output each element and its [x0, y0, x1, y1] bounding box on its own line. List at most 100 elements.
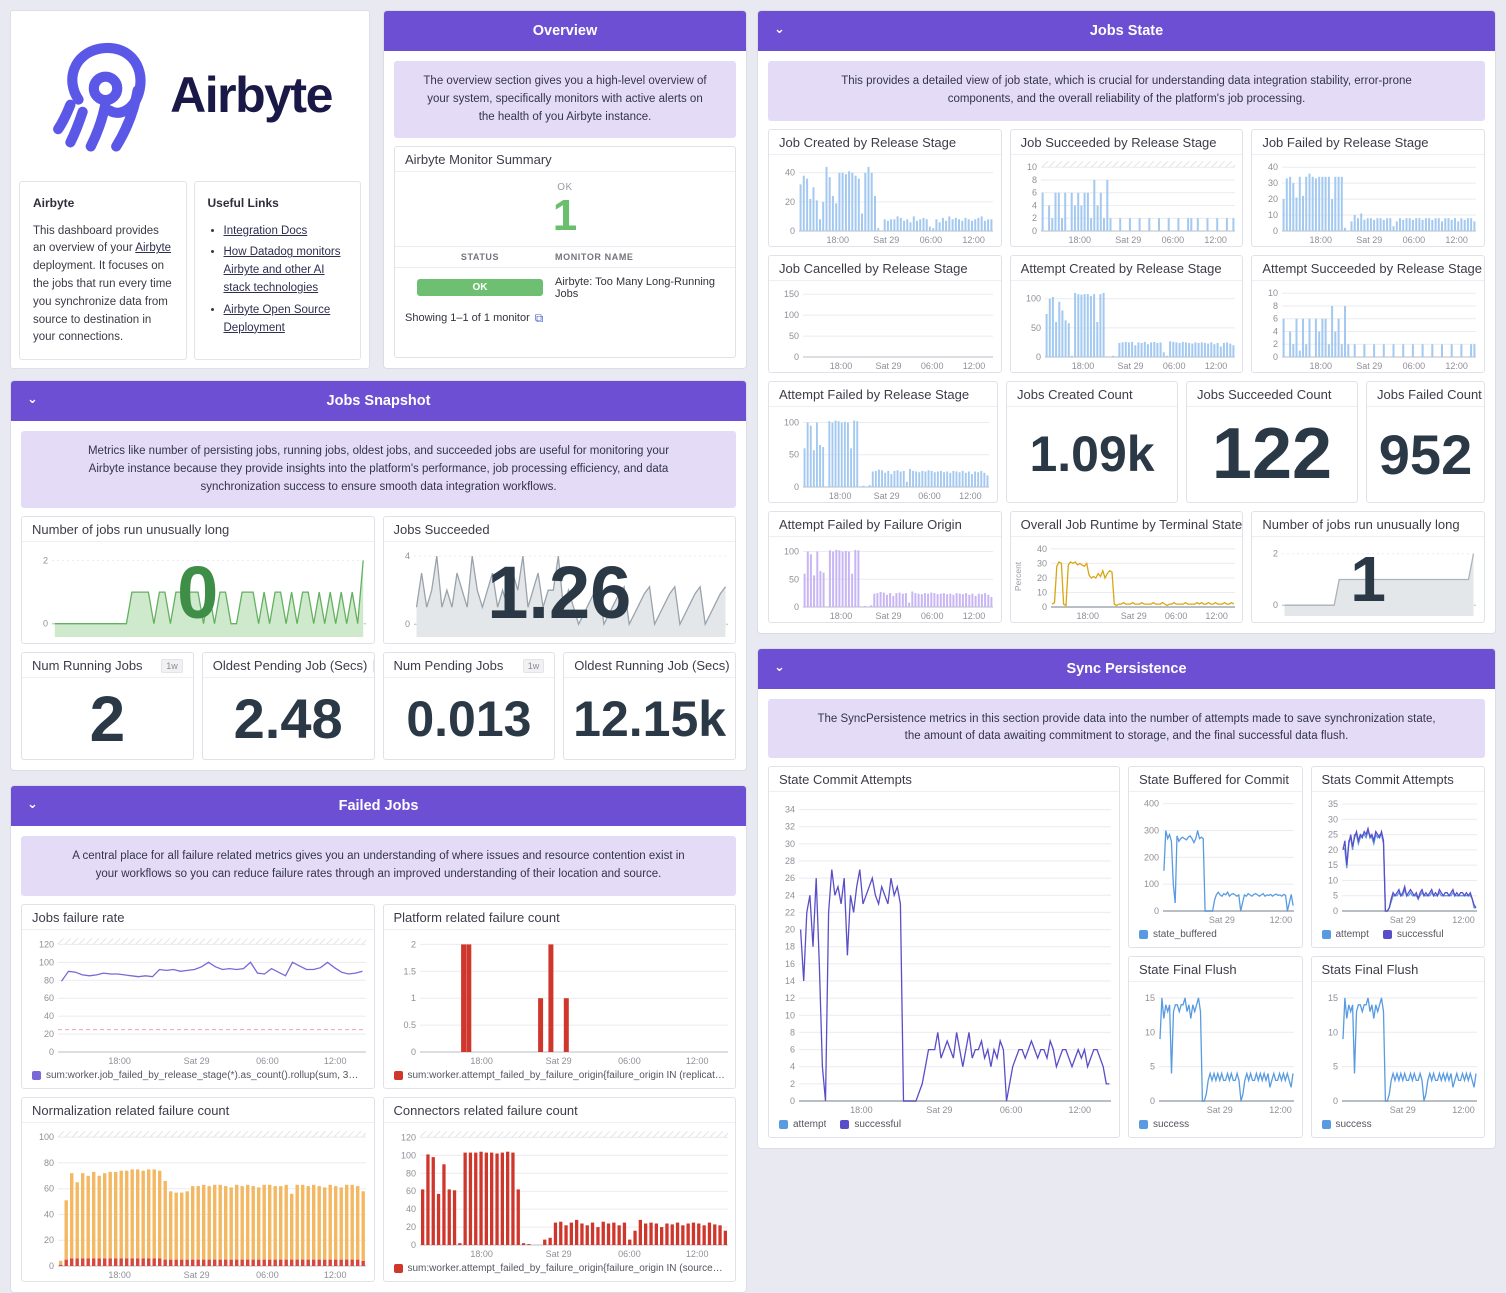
- failed-jobs-header[interactable]: ⌄ Failed Jobs: [11, 786, 746, 826]
- query-value: 1.09k: [1007, 407, 1177, 502]
- link-open-source-deployment[interactable]: Airbyte Open Source Deployment: [224, 304, 331, 334]
- airbyte-link[interactable]: Airbyte: [135, 242, 171, 254]
- widget-title: Attempt Failed by Failure Origin: [769, 512, 1001, 537]
- monitor-name[interactable]: Airbyte: Too Many Long-Running Jobs: [555, 276, 725, 300]
- svg-text:15: 15: [1327, 860, 1337, 870]
- chevron-down-icon[interactable]: ⌄: [27, 799, 39, 811]
- overview-header[interactable]: Overview: [384, 11, 746, 51]
- section-failed-jobs: ⌄ Failed Jobs A central place for all fa…: [10, 785, 747, 1293]
- query-value-oldest-running-job[interactable]: Oldest Running Job (Secs)1w 12.15k: [563, 652, 736, 760]
- widget-title: Job Created by Release Stage: [769, 130, 1001, 155]
- query-value-jobs-failed-count[interactable]: Jobs Failed Count 952: [1366, 381, 1485, 503]
- query-value-oldest-pending-job[interactable]: Oldest Pending Job (Secs)1w 2.48: [202, 652, 375, 760]
- link-integration-docs[interactable]: Integration Docs: [224, 225, 308, 237]
- monitor-footer: Showing 1–1 of 1 monitor ⧉: [395, 305, 735, 332]
- monitor-summary-widget[interactable]: Airbyte Monitor Summary OK 1 STATUS MONI…: [394, 146, 736, 358]
- chevron-down-icon[interactable]: ⌄: [774, 662, 786, 674]
- jobs-state-note: This provides a detailed view of job sta…: [768, 61, 1485, 121]
- svg-text:4: 4: [404, 552, 409, 562]
- svg-text:0: 0: [410, 1240, 415, 1250]
- svg-text:20: 20: [785, 925, 795, 935]
- svg-text:12:00: 12:00: [963, 361, 986, 371]
- jobs-snapshot-header[interactable]: ⌄ Jobs Snapshot: [11, 381, 746, 421]
- query-value-jobs-succeeded-count[interactable]: Jobs Succeeded Count 122: [1186, 381, 1358, 503]
- external-link-icon[interactable]: ⧉: [535, 311, 544, 326]
- legend-label: success: [1336, 1119, 1372, 1130]
- svg-text:18:00: 18:00: [470, 1249, 493, 1259]
- svg-text:80: 80: [44, 1158, 54, 1168]
- sync-persistence-header[interactable]: ⌄ Sync Persistence: [758, 649, 1495, 689]
- useful-links-title: Useful Links: [208, 194, 348, 213]
- svg-text:06:00: 06:00: [256, 1270, 279, 1280]
- svg-text:6: 6: [1032, 187, 1037, 197]
- legend-swatch: [1139, 1120, 1148, 1129]
- link-how-datadog-monitors[interactable]: How Datadog monitors Airbyte and other A…: [224, 246, 341, 294]
- svg-text:20: 20: [44, 1235, 54, 1245]
- jobs-state-header[interactable]: ⌄ Jobs State: [758, 11, 1495, 51]
- svg-text:Sat 29: Sat 29: [926, 1105, 952, 1115]
- svg-text:2: 2: [1032, 213, 1037, 223]
- svg-text:Sat 29: Sat 29: [1357, 235, 1383, 245]
- svg-text:18:00: 18:00: [1076, 611, 1099, 621]
- status-badge: OK: [417, 279, 543, 296]
- svg-text:Percent: Percent: [1013, 561, 1023, 591]
- svg-text:100: 100: [784, 310, 799, 320]
- query-value-jobs-created-count[interactable]: Jobs Created Count 1.09k: [1006, 381, 1178, 503]
- svg-text:12:00: 12:00: [963, 611, 986, 621]
- svg-text:8: 8: [790, 1028, 795, 1038]
- svg-text:2: 2: [43, 556, 48, 566]
- svg-text:Sat 29: Sat 29: [184, 1270, 210, 1280]
- chevron-down-icon[interactable]: ⌄: [774, 24, 786, 36]
- right-column: ⌄ Jobs State This provides a detailed vi…: [757, 10, 1496, 1149]
- chevron-down-icon[interactable]: ⌄: [27, 394, 39, 406]
- monitor-row[interactable]: OK Airbyte: Too Many Long-Running Jobs: [395, 268, 735, 305]
- widget-title: State Final Flush: [1129, 957, 1302, 982]
- column-monitor-name: MONITOR NAME: [555, 252, 725, 262]
- svg-text:2: 2: [1273, 548, 1278, 558]
- chart-overall-job-runtime[interactable]: Overall Job Runtime by Terminal State (S…: [1010, 511, 1244, 623]
